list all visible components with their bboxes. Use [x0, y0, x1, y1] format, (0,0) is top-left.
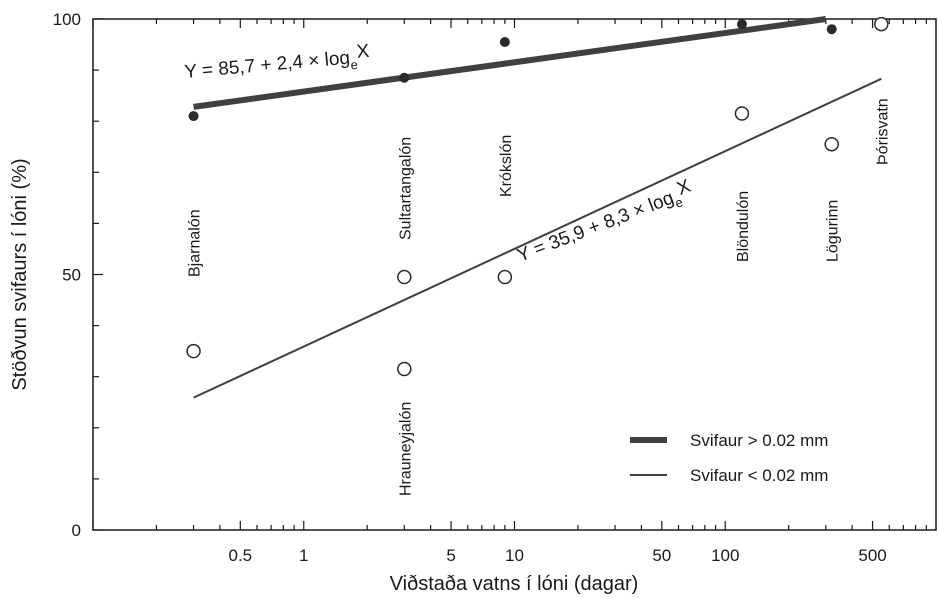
equation-text: Y = 85,7 + 2,4 × log [184, 48, 351, 83]
series-2-point [734, 106, 750, 121]
series-1-regression-line [193, 16, 827, 110]
y-axis-title: Stöðvun svifaurs í lóni (%) [9, 158, 31, 390]
series-1-point [826, 24, 837, 35]
site-label: Sultartangalón [397, 137, 414, 240]
x-axis-title: Viðstaða vatns í lóni (dagar) [390, 573, 639, 595]
legend-label: Svifaur > 0.02 mm [690, 431, 828, 450]
y-tick-label: 100 [53, 10, 81, 29]
site-label: Hrauneyjalón [397, 402, 414, 496]
series-2-point [824, 136, 839, 152]
equation-text: X [356, 41, 371, 63]
x-tick-label: 10 [505, 546, 524, 565]
site-label: Krókslón [498, 135, 515, 197]
y-tick-label: 0 [72, 521, 81, 540]
equation-subscript: e [350, 57, 359, 73]
y-tick-label: 50 [62, 266, 81, 285]
x-tick-label: 1 [299, 546, 308, 565]
series-2-point [186, 343, 201, 359]
legend-label: Svifaur < 0.02 mm [690, 466, 828, 485]
site-label: Blöndulón [735, 191, 752, 262]
plot-frame [92, 18, 937, 531]
series-2-equation: Y = 35,9 + 8,3 × logeX [512, 176, 697, 271]
equation-text: Y = 35,9 + 8,3 × log [514, 188, 677, 267]
series-2-regression-line [193, 77, 882, 399]
x-tick-label: 5 [446, 546, 455, 565]
series-1-equation: Y = 85,7 + 2,4 × logeX [183, 41, 371, 87]
x-tick-label: 0.5 [228, 546, 252, 565]
x-tick-label: 100 [711, 546, 739, 565]
series-2-point [397, 361, 412, 377]
series-1-point [499, 36, 510, 47]
site-label: Þórisvatn [874, 98, 891, 165]
x-tick-label: 50 [652, 546, 671, 565]
series-2-point [497, 269, 513, 285]
x-tick-label: 500 [858, 546, 886, 565]
site-label: Bjarnalón [187, 209, 204, 277]
series-2-point [874, 16, 889, 32]
series-1-point [736, 19, 747, 30]
site-label: Lögurinn [825, 200, 842, 262]
series-1-point [188, 111, 199, 122]
series-2-point [397, 269, 412, 285]
series-1-point [399, 72, 410, 83]
